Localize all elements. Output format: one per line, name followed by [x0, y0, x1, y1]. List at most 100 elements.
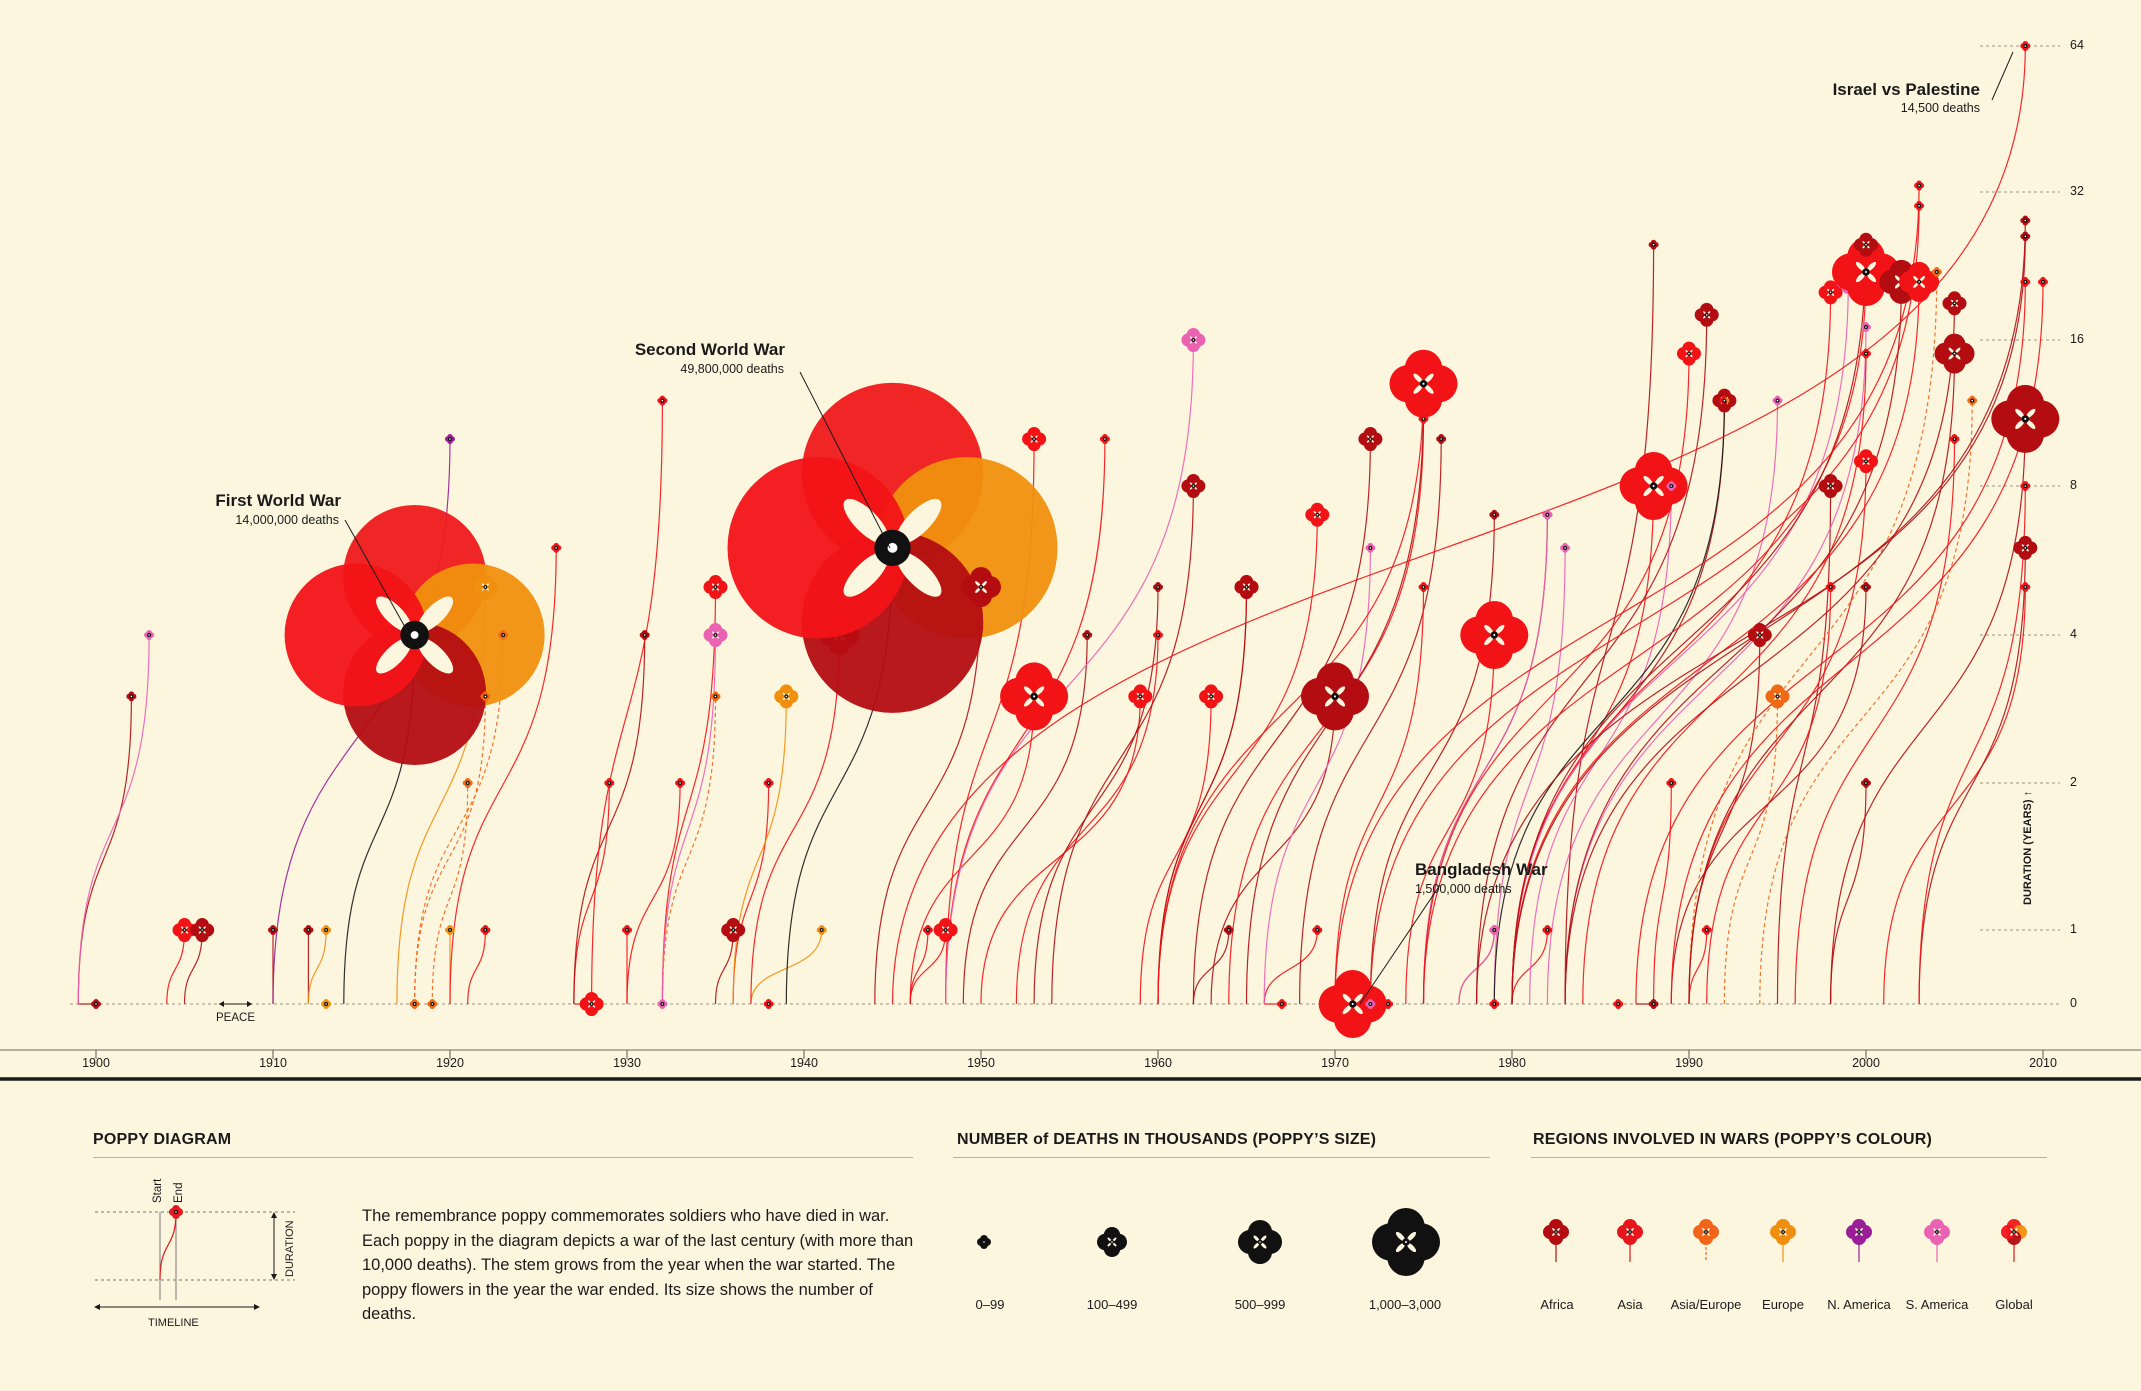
poppy-highlight [1024, 697, 1034, 707]
war-poppy [1931, 267, 1942, 278]
legend-region-poppy-0 [1543, 1219, 1569, 1245]
poppy-petal [1818, 285, 1832, 299]
x-tick-label: 2010 [2029, 1056, 2057, 1070]
poppy-highlight [1954, 354, 1961, 360]
poppy-petal [1899, 270, 1922, 293]
war-stem [166, 929, 186, 1005]
legend-size-poppy-1 [1097, 1227, 1127, 1257]
war-poppy [1418, 582, 1429, 593]
poppy-center-dot [1245, 586, 1248, 588]
war-poppy [1825, 582, 1836, 593]
war-stem [77, 696, 132, 1005]
legend-poppy-heading: POPPY DIAGRAM [93, 1131, 232, 1148]
poppy-highlight [1342, 993, 1352, 1004]
war-poppy [1818, 474, 1843, 498]
war-poppy [1365, 999, 1376, 1009]
war-poppy [91, 999, 101, 1009]
annotation-title-israel: Israel vs Palestine [1832, 80, 1980, 99]
annotation-title-wwi: First World War [215, 491, 341, 510]
x-tick-label: 1940 [790, 1056, 818, 1070]
poppy-center-dot [1670, 782, 1673, 784]
war-poppy [1301, 662, 1370, 731]
poppy-petal [2001, 1224, 2016, 1240]
y-tick-label: 1 [2070, 922, 2077, 936]
poppy-center-dot [1705, 929, 1708, 931]
war-poppy [1358, 426, 1383, 451]
poppy-center-dot [1652, 1003, 1655, 1005]
war-poppy [657, 999, 668, 1009]
x-tick-label: 1990 [1675, 1056, 1703, 1070]
poppy-center-dot [325, 1003, 327, 1005]
war-stem [414, 634, 504, 1005]
poppy-highlight [2015, 419, 2025, 430]
war-poppy [1489, 999, 1500, 1009]
legend-timeline-label: TIMELINE [148, 1317, 199, 1329]
war-poppy [1389, 349, 1458, 418]
poppy-petal [1318, 985, 1357, 1023]
poppy-center-dot [661, 1003, 664, 1005]
poppy-center-dot [643, 634, 646, 636]
war-poppy [1542, 509, 1553, 520]
poppy-center-dot [1111, 1241, 1113, 1243]
poppy-petal [1543, 1224, 1558, 1240]
poppy-center-dot [1670, 485, 1673, 487]
poppy-center-dot [626, 929, 628, 931]
war-poppy [816, 925, 827, 935]
poppy-center-dot [980, 586, 982, 588]
y-tick-label: 4 [2070, 627, 2077, 641]
poppy-petal [1765, 689, 1779, 704]
poppy-petal [1694, 308, 1708, 322]
x-tick-label: 1960 [1144, 1056, 1172, 1070]
poppy-petal [1617, 1224, 1632, 1240]
poppy-center-dot [2013, 1231, 2015, 1233]
war-poppy [1677, 341, 1701, 366]
poppy-highlight [1913, 276, 1919, 282]
poppy-center-dot [1404, 1240, 1408, 1244]
poppy-center-dot [1782, 1231, 1784, 1233]
poppy-highlight [1654, 475, 1664, 486]
war-stem [1369, 514, 1495, 1005]
poppy-center-dot [183, 929, 186, 931]
war-stem [1422, 272, 1867, 1005]
legend-poppy [169, 1205, 183, 1219]
war-poppy [480, 925, 491, 935]
poppy-center-dot [1369, 1003, 1372, 1005]
poppy-petal [1181, 333, 1195, 347]
poppy-highlight [1406, 1231, 1417, 1242]
war-stem [77, 634, 150, 1005]
poppy-center-dot [1493, 1003, 1496, 1005]
war-poppy [1436, 433, 1447, 444]
poppy-center-dot [272, 929, 274, 931]
legend-start-label: Start [152, 1178, 164, 1203]
war-stem [1564, 281, 1902, 1005]
poppy-center-dot [410, 631, 419, 639]
poppy-center-dot [732, 929, 734, 931]
legend-size-poppy-0 [977, 1235, 992, 1249]
war-poppy [1818, 280, 1843, 305]
war-stem [945, 339, 1194, 1005]
war-poppy [639, 630, 650, 640]
poppy-center-dot [2024, 219, 2027, 222]
war-poppy [763, 999, 774, 1009]
poppy-center-dot [1776, 399, 1779, 402]
poppy-petal [721, 923, 735, 937]
poppy-petal [1693, 1224, 1708, 1240]
poppy-center-dot [1033, 438, 1035, 440]
poppy-highlight [1913, 282, 1919, 288]
war-poppy [321, 999, 332, 1009]
poppy-highlight [981, 587, 987, 593]
poppy-center-dot [608, 782, 611, 784]
war-poppy [1914, 180, 1925, 191]
war-stem [414, 696, 486, 1005]
war-poppy [1666, 481, 1677, 491]
x-tick-label: 1920 [436, 1056, 464, 1070]
x-tick-label: 1950 [967, 1056, 995, 1070]
poppy-highlight [1919, 282, 1926, 288]
poppy-center-dot [2024, 485, 2027, 487]
poppy-highlight [1034, 697, 1045, 707]
poppy-center-dot [714, 634, 717, 636]
poppy-highlight [1260, 1235, 1267, 1242]
poppy-petal [1934, 342, 1957, 365]
poppy-center-dot [1864, 270, 1868, 274]
war-poppy [703, 623, 728, 648]
